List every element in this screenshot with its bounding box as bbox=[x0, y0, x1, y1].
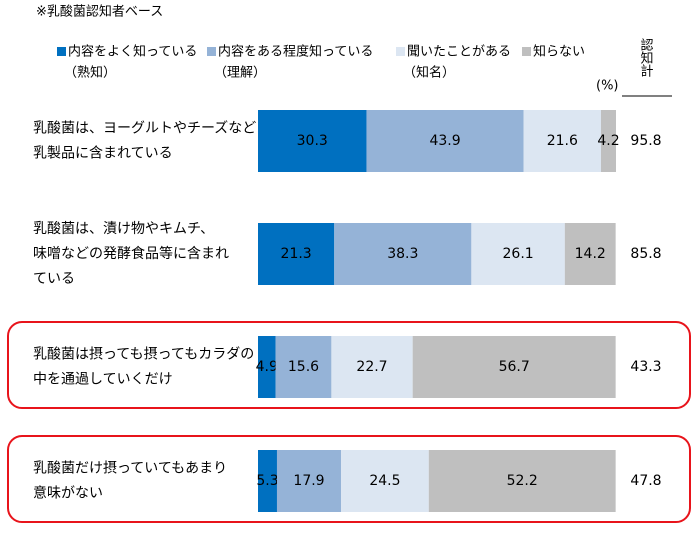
bar-segment bbox=[334, 223, 472, 285]
legend-swatch bbox=[207, 47, 216, 56]
value-label: 52.2 bbox=[507, 473, 538, 489]
category-label: 乳酸菌だけ摂っていてもあまり bbox=[33, 461, 227, 477]
total-header: 認知計 bbox=[638, 37, 654, 77]
value-label: 5.3 bbox=[256, 473, 278, 489]
bar-segment bbox=[428, 450, 616, 512]
value-label: 38.3 bbox=[387, 246, 418, 262]
category-label: 意味がない bbox=[33, 485, 103, 502]
bar-segment bbox=[275, 336, 332, 398]
bar-segment bbox=[600, 110, 616, 172]
bar-segment bbox=[366, 110, 524, 172]
category-label: ている bbox=[33, 271, 75, 287]
bar-segment bbox=[276, 450, 342, 512]
total-label: 95.8 bbox=[630, 133, 661, 149]
legend-swatch bbox=[396, 47, 405, 56]
value-label: 15.6 bbox=[288, 359, 319, 375]
category-label: 乳製品に含まれている bbox=[33, 146, 173, 162]
legend-swatch bbox=[57, 47, 66, 56]
value-label: 14.2 bbox=[575, 246, 606, 262]
category-label: 乳酸菌は、ヨーグルトやチーズなど bbox=[33, 121, 256, 137]
bar-segment bbox=[341, 450, 429, 512]
value-label: 21.6 bbox=[547, 133, 578, 149]
unit-label: (%) bbox=[596, 79, 619, 94]
bar-segment bbox=[564, 223, 616, 285]
category-label: 乳酸菌は、漬け物やキムチ、 bbox=[33, 221, 214, 237]
bar-segment bbox=[523, 110, 601, 172]
category-label: 乳酸菌は摂っても摂ってもカラダの bbox=[33, 347, 254, 363]
bar-segment bbox=[471, 223, 565, 285]
legend-sublabel: （知名） bbox=[403, 65, 455, 81]
value-label: 22.7 bbox=[356, 359, 387, 375]
highlight-box bbox=[7, 321, 691, 409]
bar-segment bbox=[258, 223, 335, 285]
note: ※乳酸菌認知者ベース bbox=[36, 4, 163, 20]
legend-label: 知らない bbox=[533, 44, 585, 60]
category-label: 味噌などの発酵食品等に含まれ bbox=[33, 245, 229, 262]
legend-label: 内容をよく知っている bbox=[68, 44, 197, 60]
value-label: 43.9 bbox=[429, 133, 460, 149]
bar-segment bbox=[412, 336, 616, 398]
legend-sublabel: （理解） bbox=[214, 66, 266, 81]
highlight-box bbox=[7, 435, 691, 523]
value-label: 30.3 bbox=[297, 133, 328, 149]
total-label: 43.3 bbox=[630, 359, 661, 375]
bar-segment bbox=[258, 450, 277, 512]
legend-sublabel: （熟知） bbox=[64, 65, 116, 81]
bar-segment bbox=[258, 336, 276, 398]
legend-swatch bbox=[522, 47, 531, 56]
total-label: 47.8 bbox=[630, 473, 661, 489]
legend-label: 聞いたことがある bbox=[407, 45, 511, 60]
value-label: 21.3 bbox=[281, 246, 312, 262]
bar-segment bbox=[258, 110, 367, 172]
total-label: 85.8 bbox=[630, 246, 661, 262]
value-label: 4.2 bbox=[597, 133, 619, 149]
category-label: 中を通過していくだけ bbox=[33, 372, 173, 388]
value-label: 17.9 bbox=[293, 473, 324, 489]
value-label: 24.5 bbox=[369, 473, 400, 489]
value-label: 4.9 bbox=[256, 359, 278, 375]
bar-segment bbox=[331, 336, 413, 398]
value-label: 26.1 bbox=[503, 246, 534, 262]
legend-label: 内容をある程度知っている bbox=[218, 44, 373, 60]
value-label: 56.7 bbox=[499, 359, 530, 375]
